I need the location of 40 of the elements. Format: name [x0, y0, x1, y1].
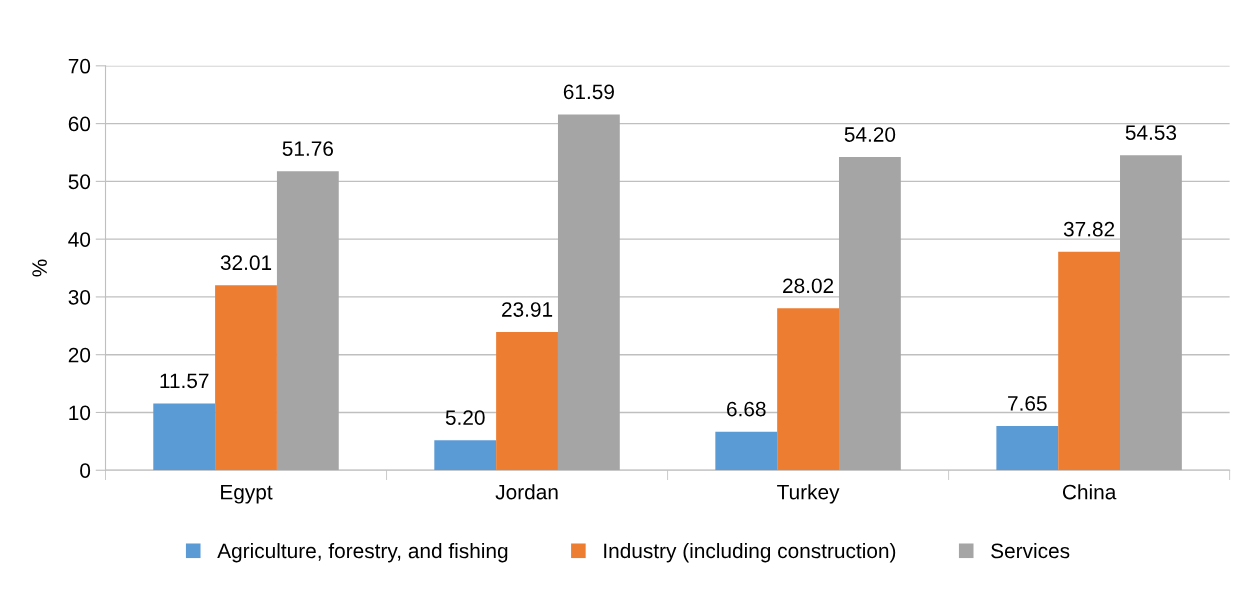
y-tick-label: 60: [68, 116, 91, 132]
y-tick-label: 70: [68, 58, 91, 74]
data-label: 51.76: [282, 141, 333, 156]
y-tick-label: 40: [68, 232, 91, 247]
legend-label: Services: [991, 542, 1070, 559]
y-axis-title: %: [32, 259, 47, 277]
x-tick-label: Egypt: [221, 484, 273, 504]
data-label: 7.65: [1008, 396, 1047, 411]
data-label: 54.53: [1125, 125, 1177, 140]
bar: [496, 332, 558, 471]
y-tick-label: 30: [68, 289, 91, 305]
bar: [838, 157, 901, 471]
y-tick-label: 50: [68, 174, 91, 190]
data-label: 37.82: [1063, 221, 1115, 237]
data-label: 54.20: [844, 127, 896, 142]
y-tick-label: 0: [80, 463, 91, 478]
data-label: 11.57: [160, 373, 209, 389]
data-label: 32.01: [220, 255, 272, 271]
bar: [1120, 155, 1182, 471]
bar: [996, 426, 1059, 471]
data-label: 23.91: [502, 302, 553, 317]
x-tick-label: China: [1062, 484, 1117, 500]
y-tick-label: 20: [68, 347, 91, 363]
data-label: 28.02: [783, 278, 834, 294]
bar: [715, 431, 778, 471]
bar: [557, 114, 620, 471]
legend-label: Agriculture, forestry, and fishing: [217, 542, 508, 563]
bar: [777, 308, 839, 471]
bar: [153, 403, 216, 471]
data-label: 5.20: [445, 410, 485, 425]
bar: [434, 440, 497, 471]
x-tick-label: Turkey: [777, 484, 840, 504]
bar: [1058, 251, 1121, 471]
x-tick-label: Jordan: [495, 484, 558, 500]
y-tick-label: 10: [69, 405, 91, 421]
bar: [215, 285, 277, 471]
legend-label: Industry (including construction): [604, 542, 896, 563]
data-label: 6.68: [727, 401, 766, 417]
bar: [276, 171, 339, 471]
data-label: 61.59: [563, 84, 614, 100]
